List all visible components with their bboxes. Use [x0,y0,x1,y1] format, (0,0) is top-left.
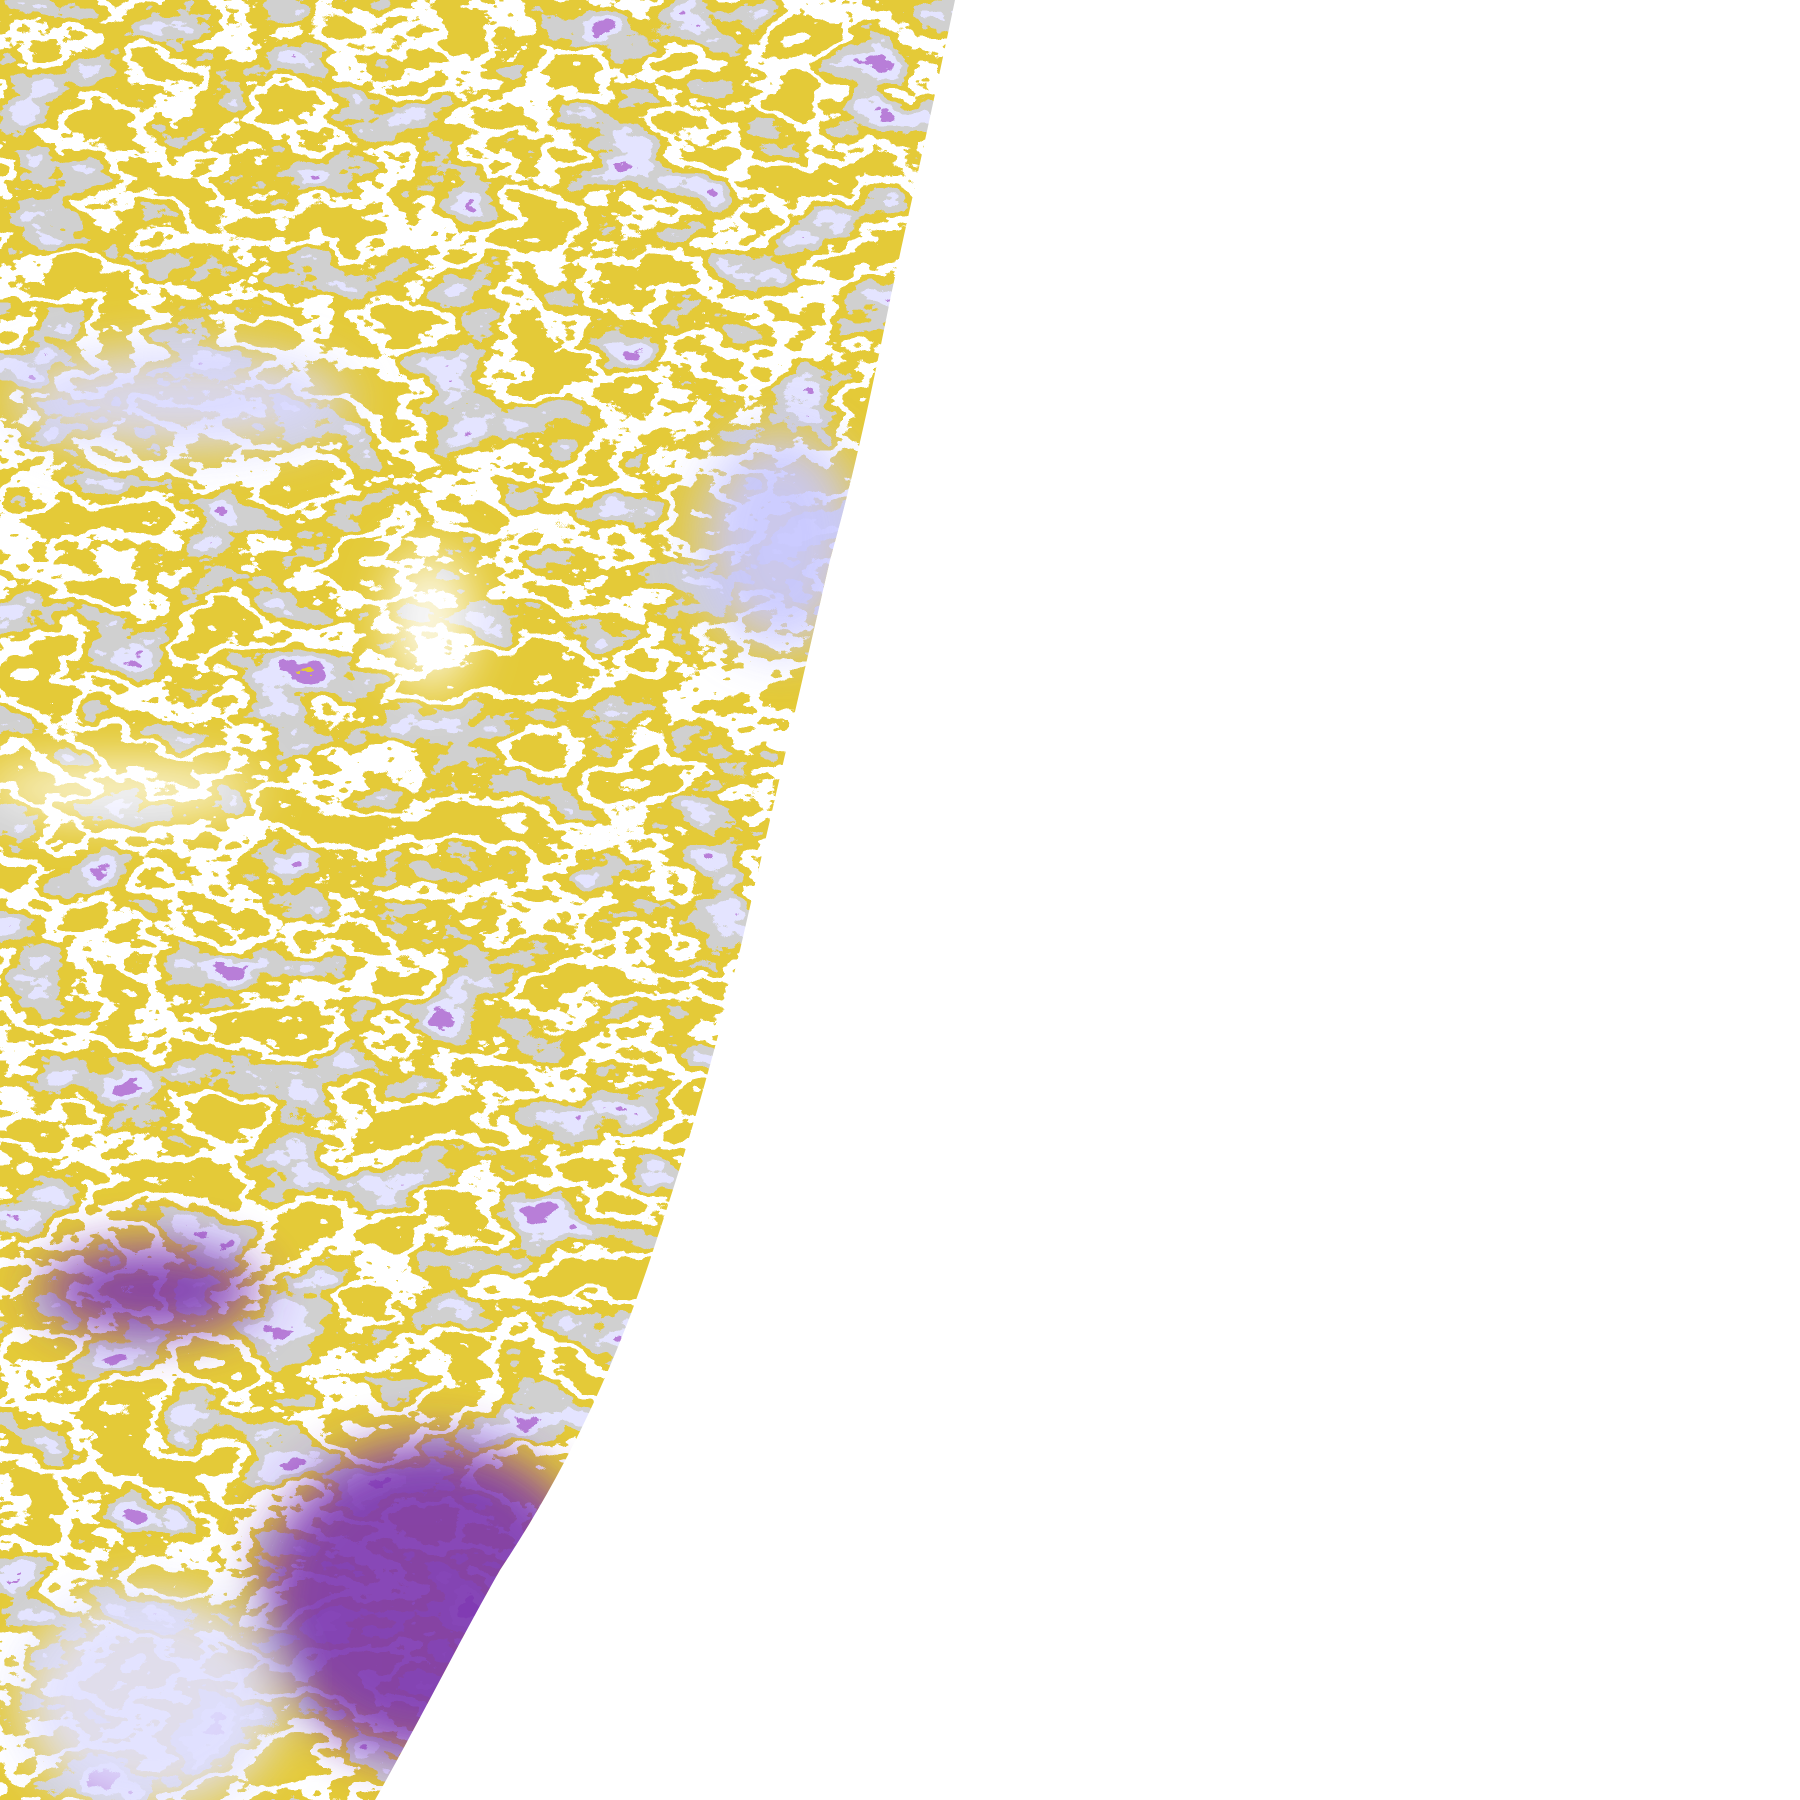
high-cloud-region [20,1590,280,1800]
clear-region [0,765,260,815]
high-cloud-region [10,350,350,450]
thick-cloud-region [40,1245,260,1335]
clear-region [390,550,470,690]
high-cloud-region [700,430,860,650]
